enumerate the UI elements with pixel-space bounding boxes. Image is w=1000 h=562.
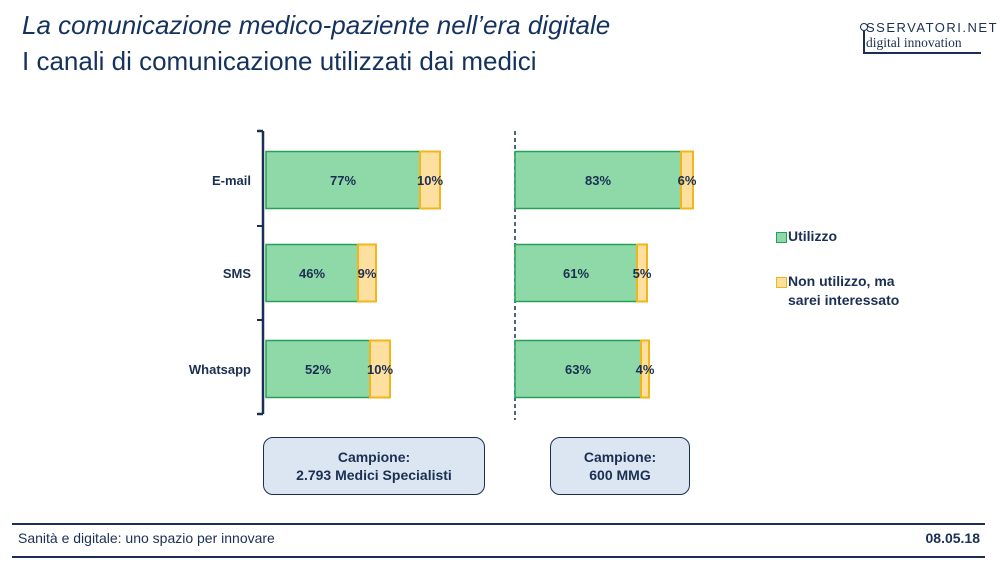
data-label-interessato: 4% [636,362,655,377]
sample-value: 600 MMG [589,467,651,483]
category-label: Whatsapp [189,362,251,377]
data-label-utilizzo: 63% [565,362,591,377]
legend-label-interessato-2: sarei interessato [788,292,900,308]
data-label-utilizzo: 61% [563,266,589,281]
legend-utilizzo: Utilizzo [776,227,837,246]
logo-underline [863,52,981,54]
legend-label-utilizzo: Utilizzo [788,228,837,244]
legend-swatch-interessato [776,277,787,288]
footer-divider-top [12,523,985,525]
bar-interessato [357,243,377,303]
bar-interessato [640,339,650,399]
bar-interessato [369,339,391,399]
data-label-interessato: 6% [678,173,697,188]
bar-interessato [680,150,694,210]
bar-interessato [636,243,648,303]
legend-interessato: Non utilizzo, ma sarei interessato [776,272,899,310]
bar-utilizzo [265,243,359,303]
bar-utilizzo [514,339,642,399]
footer-text: Sanità e digitale: uno spazio per innova… [18,530,275,546]
data-label-utilizzo: 52% [305,362,331,377]
data-label-interessato: 5% [633,266,652,281]
sample-value: 2.793 Medici Specialisti [296,467,452,483]
data-label-interessato: 10% [417,173,443,188]
osservatori-logo: SSERVATORI.NET digital innovation [860,20,997,62]
legend-swatch-utilizzo [776,232,787,243]
sample-label: Campione: [583,449,657,465]
bar-utilizzo [514,150,682,210]
bar-interessato [419,150,441,210]
data-label-utilizzo: 77% [330,173,356,188]
data-label-utilizzo: 83% [585,173,611,188]
data-label-utilizzo: 46% [299,266,325,281]
data-label-interessato: 10% [367,362,393,377]
footer-divider-bottom [12,556,985,558]
category-label: E-mail [212,173,251,188]
footer-date: 08.05.18 [925,530,981,546]
pin-icon [860,23,868,31]
page-title: La comunicazione medico-paziente nell’er… [22,10,611,40]
legend-label-interessato-1: Non utilizzo, ma [788,273,895,289]
data-label-interessato: 9% [358,266,377,281]
logo-line1: SSERVATORI.NET [866,20,999,35]
logo-line [863,31,865,52]
logo-line2: digital innovation [866,35,962,50]
sample-box-specialisti: Campione: 2.793 Medici Specialisti [263,437,485,495]
sample-box-mmg: Campione: 600 MMG [550,437,690,495]
stacked-bar-chart: E-mail SMS Whatsapp 77% 10% 46% 9% 52% 10% 83% 6% 6… [189,129,697,420]
category-label: SMS [223,266,252,281]
page-subtitle: I canali di comunicazione utilizzati dai… [22,46,537,76]
sample-label: Campione: [337,449,411,465]
